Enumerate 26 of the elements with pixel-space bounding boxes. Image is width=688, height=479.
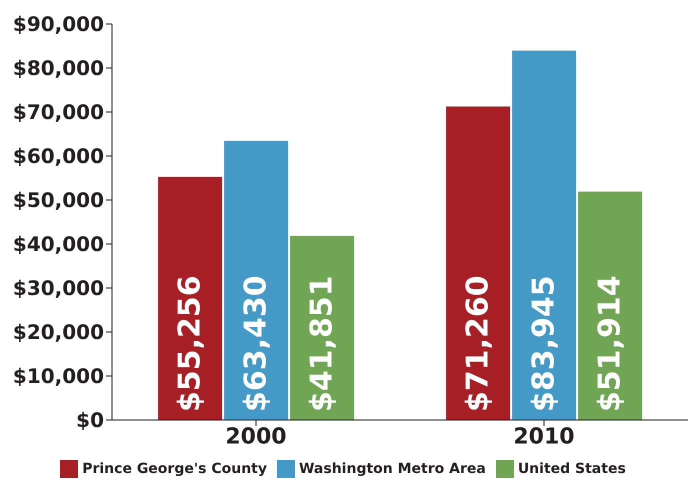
bar (224, 140, 288, 420)
y-tick-label: $10,000 (12, 364, 104, 388)
legend-label: Prince George's County (82, 460, 267, 477)
y-tick-label: $60,000 (12, 144, 104, 168)
bar (446, 106, 510, 420)
y-tick-label: $90,000 (12, 12, 104, 36)
y-tick-label: $50,000 (12, 188, 104, 212)
bar (578, 192, 642, 420)
data-label: $63,430 (238, 275, 274, 412)
data-label: $71,260 (460, 275, 496, 412)
data-label: $41,851 (304, 275, 340, 412)
data-label: $55,256 (172, 275, 208, 412)
y-tick-label: $70,000 (12, 100, 104, 124)
y-tick-label: $40,000 (12, 232, 104, 256)
legend-label: United States (518, 460, 626, 477)
bar (158, 176, 222, 420)
y-tick-label: $20,000 (12, 320, 104, 344)
x-tick-label: 2000 (225, 424, 287, 450)
bar (512, 50, 576, 420)
y-tick-label: $30,000 (12, 276, 104, 300)
y-tick-label: $80,000 (12, 56, 104, 80)
y-tick-label: $0 (76, 408, 104, 432)
x-tick-label: 2010 (513, 424, 575, 450)
data-label: $51,914 (592, 275, 628, 412)
legend-label: Washington Metro Area (298, 460, 486, 477)
data-label: $83,945 (526, 275, 562, 412)
